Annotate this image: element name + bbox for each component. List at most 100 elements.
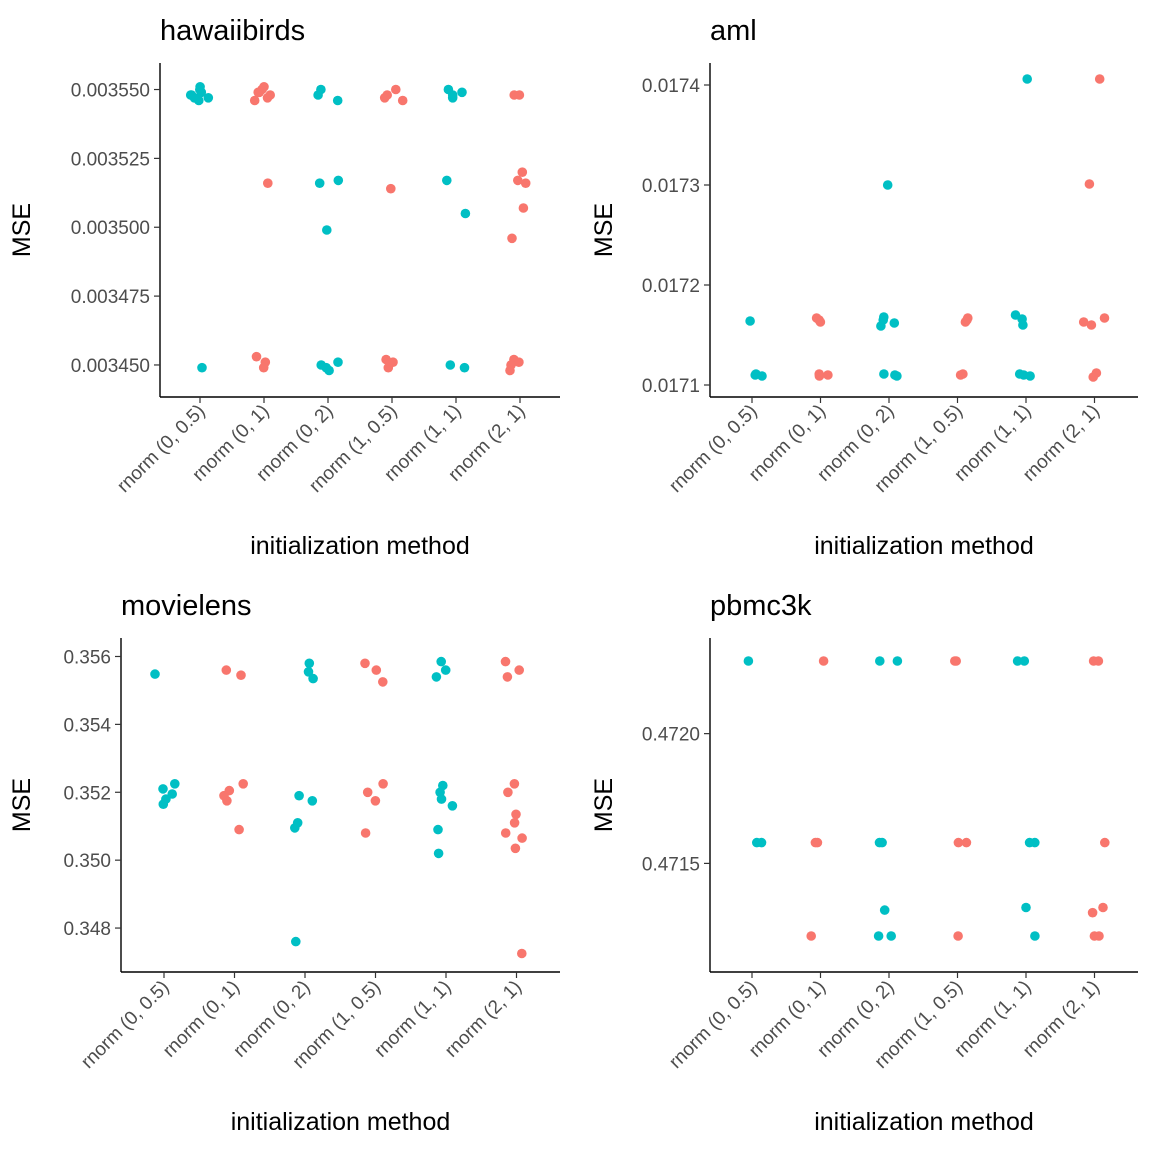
data-point bbox=[1078, 317, 1089, 327]
data-point bbox=[370, 796, 381, 806]
data-point bbox=[459, 362, 470, 373]
data-point bbox=[876, 321, 886, 331]
x-tick-label: rnorm (0, 0.5) bbox=[665, 401, 761, 497]
data-point bbox=[170, 779, 180, 789]
data-point bbox=[513, 175, 523, 186]
y-tick-label: 0.0171 bbox=[642, 376, 700, 397]
data-point bbox=[806, 931, 816, 941]
data-point bbox=[222, 796, 232, 806]
data-point bbox=[752, 837, 762, 848]
data-point bbox=[950, 656, 960, 666]
data-point bbox=[378, 779, 388, 789]
data-point bbox=[447, 801, 458, 811]
data-point bbox=[953, 931, 963, 941]
y-axis-title: MSE bbox=[590, 778, 618, 832]
data-point bbox=[892, 656, 903, 666]
data-point bbox=[510, 843, 521, 854]
data-point bbox=[814, 371, 825, 381]
data-point bbox=[961, 837, 972, 848]
data-point bbox=[304, 658, 315, 669]
data-point bbox=[1024, 837, 1035, 848]
data-point bbox=[1012, 656, 1023, 666]
data-point bbox=[234, 824, 244, 835]
data-point bbox=[518, 203, 529, 213]
data-point bbox=[502, 672, 513, 682]
data-point bbox=[436, 794, 447, 804]
x-tick-label: rnorm (0, 0.5) bbox=[665, 977, 761, 1073]
data-point bbox=[743, 656, 754, 666]
data-point bbox=[1100, 837, 1110, 848]
data-point bbox=[500, 828, 511, 838]
data-point bbox=[882, 180, 893, 190]
data-point bbox=[877, 837, 887, 848]
x-tick-label: rnorm (0, 0.5) bbox=[113, 401, 209, 497]
data-point bbox=[386, 183, 396, 194]
y-tick-label: 0.350 bbox=[63, 851, 111, 872]
y-axis-title: MSE bbox=[8, 203, 36, 257]
data-point bbox=[511, 809, 521, 820]
data-point bbox=[447, 93, 458, 103]
data-point bbox=[440, 665, 451, 675]
data-point bbox=[290, 823, 300, 833]
x-axis-title: initialization method bbox=[814, 1108, 1034, 1136]
data-point bbox=[460, 208, 471, 219]
data-point bbox=[291, 936, 301, 947]
data-point bbox=[1094, 74, 1105, 84]
data-point bbox=[892, 371, 902, 381]
data-point bbox=[818, 656, 829, 666]
y-tick-label: 0.354 bbox=[63, 715, 111, 736]
data-point bbox=[1086, 320, 1097, 330]
data-point bbox=[953, 837, 964, 848]
x-axis-title: initialization method bbox=[250, 532, 470, 560]
data-point bbox=[1084, 179, 1095, 189]
data-point bbox=[1098, 902, 1108, 913]
data-point bbox=[360, 658, 370, 669]
data-point bbox=[889, 318, 900, 328]
y-axis-title: MSE bbox=[590, 203, 618, 257]
panel-hawaiibirds: hawaiibirds 0.003450 0.003475 0.003500 0.003… bbox=[8, 15, 560, 560]
data-point bbox=[955, 370, 966, 380]
data-point bbox=[873, 931, 884, 941]
data-point bbox=[507, 233, 517, 244]
data-point bbox=[150, 669, 160, 679]
y-axis-title: MSE bbox=[8, 778, 36, 832]
data-point bbox=[500, 656, 511, 667]
data-point bbox=[505, 365, 515, 376]
data-point bbox=[391, 84, 401, 95]
panel-title: pbmc3k bbox=[710, 590, 812, 622]
panel-title: hawaiibirds bbox=[160, 15, 305, 47]
data-point bbox=[194, 95, 204, 106]
data-point bbox=[314, 178, 325, 188]
data-point bbox=[308, 673, 318, 684]
data-point bbox=[517, 833, 527, 843]
data-point bbox=[362, 787, 373, 798]
data-point bbox=[307, 796, 318, 806]
data-point bbox=[1025, 371, 1035, 381]
y-tick-label: 0.352 bbox=[63, 783, 111, 804]
y-tick-label: 0.003500 bbox=[71, 218, 150, 239]
data-point bbox=[1088, 656, 1099, 666]
data-point bbox=[333, 175, 344, 186]
data-point bbox=[1030, 931, 1040, 941]
data-point bbox=[503, 787, 513, 798]
data-point bbox=[433, 824, 443, 835]
data-point bbox=[397, 95, 408, 106]
data-point bbox=[1021, 902, 1031, 913]
data-point bbox=[158, 799, 169, 809]
data-point bbox=[886, 931, 896, 941]
y-tick-label: 0.4715 bbox=[642, 854, 700, 875]
y-tick-label: 0.003475 bbox=[71, 287, 150, 308]
panel-title: movielens bbox=[121, 590, 252, 622]
data-point bbox=[249, 95, 260, 106]
y-tick-label: 0.003450 bbox=[71, 356, 150, 377]
data-point bbox=[371, 665, 382, 675]
data-point bbox=[1022, 74, 1032, 84]
data-point bbox=[514, 665, 524, 675]
y-tick-label: 0.0172 bbox=[642, 276, 700, 297]
data-point bbox=[815, 317, 826, 327]
data-point bbox=[379, 93, 390, 103]
data-point bbox=[333, 357, 343, 368]
data-point bbox=[1087, 907, 1098, 918]
